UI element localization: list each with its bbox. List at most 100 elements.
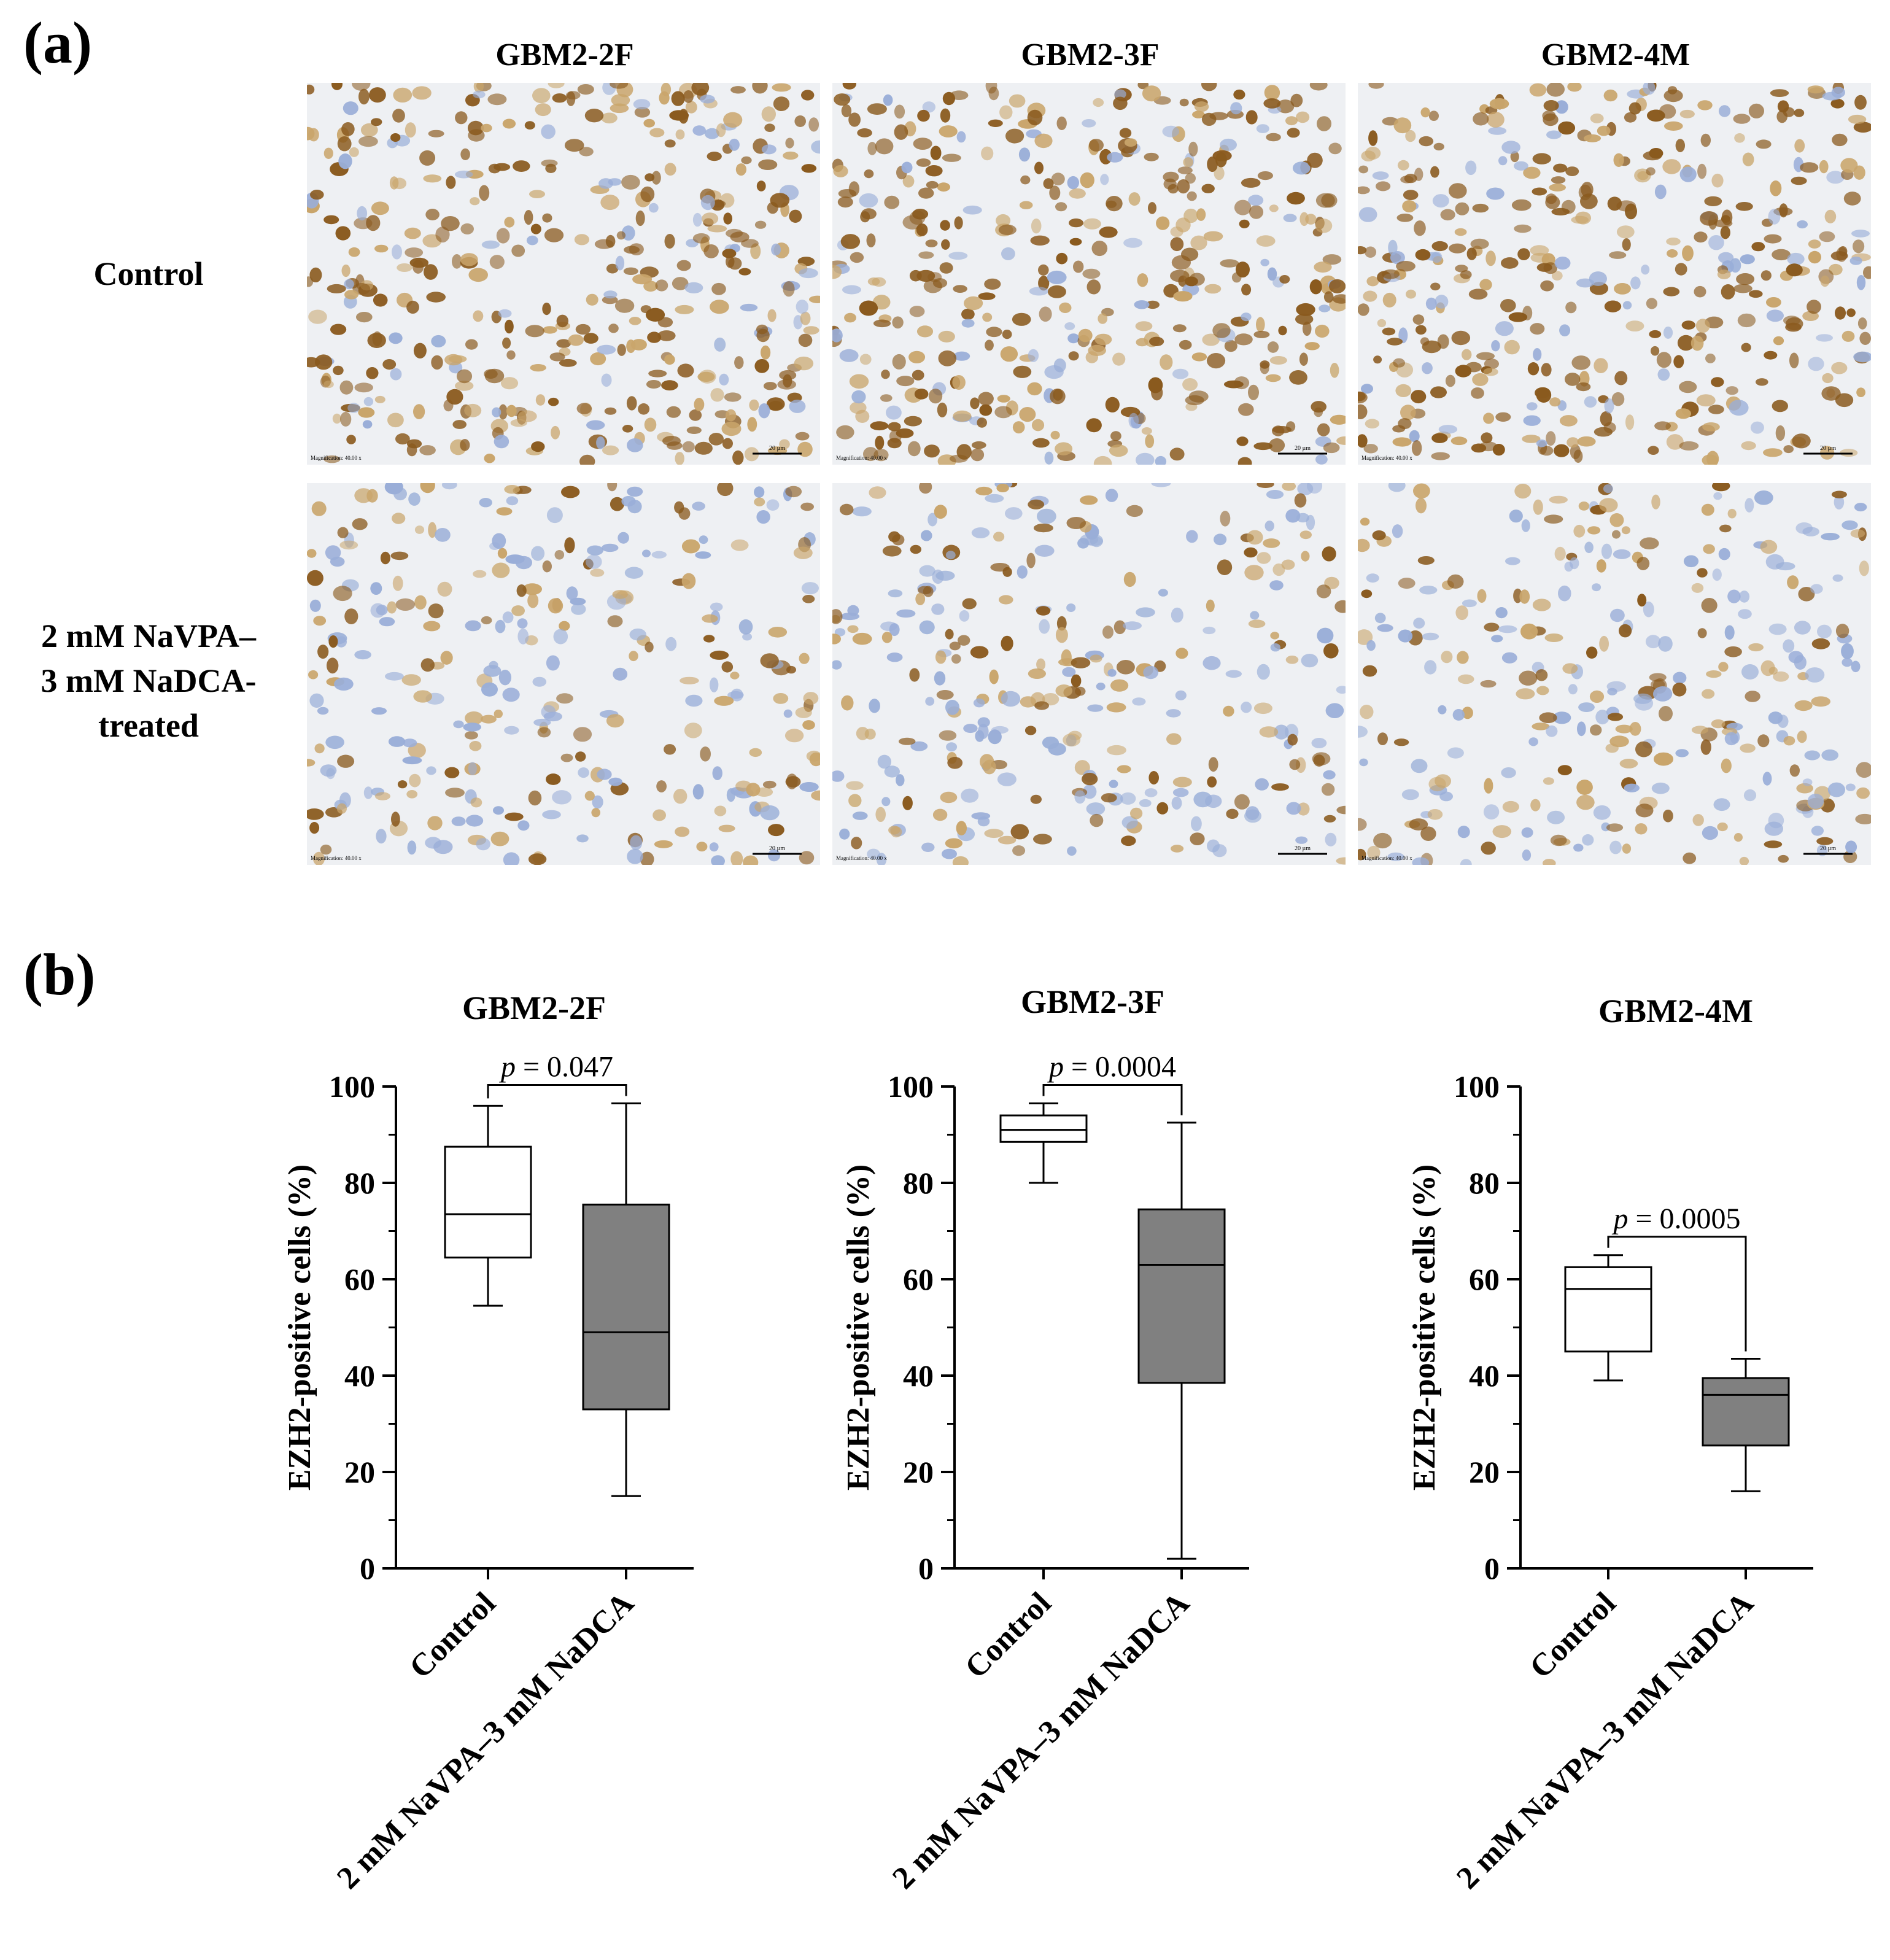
stained-nucleus: [648, 370, 667, 378]
stained-nucleus: [339, 380, 354, 395]
stained-nucleus: [568, 334, 584, 346]
stained-nucleus: [1712, 483, 1730, 492]
stained-nucleus: [1043, 178, 1054, 189]
x-category-label: 2 mM NaVPA–3 mM NaDCA: [886, 1586, 1196, 1896]
stained-nucleus: [1832, 133, 1848, 147]
stained-nucleus: [363, 786, 373, 799]
stained-nucleus: [1480, 680, 1497, 688]
stained-nucleus: [496, 507, 513, 516]
stained-nucleus: [1666, 238, 1681, 246]
stained-nucleus: [1088, 344, 1106, 356]
stained-nucleus: [984, 829, 1004, 839]
stained-nucleus: [1832, 574, 1843, 582]
stained-nucleus: [524, 210, 533, 225]
x-category-label: Control: [958, 1586, 1058, 1685]
stained-nucleus: [1682, 245, 1694, 261]
stained-nucleus: [945, 551, 956, 560]
stained-nucleus: [1663, 326, 1673, 339]
stained-nucleus: [1733, 284, 1753, 293]
stained-nucleus: [864, 729, 876, 740]
stained-nucleus: [1853, 122, 1871, 133]
stained-nucleus: [579, 147, 594, 157]
stained-nucleus: [468, 129, 485, 142]
stained-nucleus: [1207, 776, 1217, 788]
stained-nucleus: [723, 212, 732, 225]
stained-nucleus: [426, 766, 436, 775]
stained-nucleus: [446, 176, 456, 189]
stained-nucleus: [1821, 749, 1838, 761]
stained-nucleus: [675, 826, 690, 837]
stained-nucleus: [971, 812, 991, 820]
stained-nucleus: [785, 776, 801, 788]
stained-nucleus: [347, 403, 360, 413]
stained-nucleus: [910, 741, 928, 751]
y-tick-label: 0: [918, 1551, 934, 1586]
stained-nucleus: [1679, 166, 1697, 182]
stained-nucleus: [984, 278, 1001, 290]
stained-nucleus: [1034, 161, 1044, 174]
stained-nucleus: [1244, 809, 1261, 823]
stained-nucleus: [1483, 368, 1498, 376]
stained-nucleus: [1358, 165, 1369, 174]
stained-nucleus: [1012, 845, 1026, 856]
stained-nucleus: [1663, 809, 1673, 823]
stained-nucleus: [710, 300, 729, 314]
stained-nucleus: [1555, 100, 1568, 114]
stained-nucleus: [1234, 333, 1253, 346]
stained-nucleus: [1330, 414, 1346, 425]
stained-nucleus: [1836, 247, 1848, 262]
stained-nucleus: [1565, 301, 1577, 314]
stained-nucleus: [881, 370, 890, 379]
stained-nucleus: [307, 84, 315, 95]
p-value: = 0.0004: [1071, 1050, 1176, 1083]
stained-nucleus: [1158, 589, 1168, 597]
stained-nucleus: [799, 653, 810, 664]
stained-nucleus: [726, 228, 743, 238]
stained-nucleus: [985, 339, 994, 351]
stained-nucleus: [1395, 384, 1412, 397]
stained-nucleus: [648, 203, 659, 213]
stained-nucleus: [1082, 772, 1098, 786]
stained-nucleus: [535, 103, 551, 117]
stained-nucleus: [846, 781, 864, 791]
stained-nucleus: [726, 409, 737, 422]
stained-nucleus: [397, 263, 412, 272]
x-category-label: 2 mM NaVPA–3 mM NaDCA: [330, 1586, 641, 1896]
stained-nucleus: [382, 359, 397, 370]
stained-nucleus: [1311, 401, 1326, 413]
stained-nucleus: [542, 560, 552, 573]
stained-nucleus: [834, 628, 846, 637]
stained-nucleus: [633, 99, 651, 110]
stained-nucleus: [940, 108, 951, 123]
stained-nucleus: [1595, 710, 1609, 725]
stained-nucleus: [1859, 331, 1871, 345]
stained-nucleus: [1093, 98, 1104, 107]
stained-nucleus: [427, 816, 443, 831]
stained-nucleus: [1663, 287, 1680, 296]
stained-nucleus: [1721, 758, 1732, 773]
stained-nucleus: [647, 331, 662, 343]
stained-nucleus: [752, 83, 768, 94]
stained-nucleus: [426, 292, 446, 303]
stained-nucleus: [1519, 670, 1538, 686]
stained-nucleus: [479, 185, 490, 201]
stained-nucleus: [533, 718, 551, 727]
stained-nucleus: [513, 160, 530, 172]
stained-nucleus: [1287, 192, 1305, 205]
stained-nucleus: [1718, 105, 1731, 117]
stained-nucleus: [939, 125, 958, 138]
stained-nucleus: [1603, 422, 1616, 433]
stained-nucleus: [1711, 173, 1724, 188]
stained-nucleus: [542, 810, 561, 819]
stained-nucleus: [358, 136, 378, 147]
stained-nucleus: [1089, 139, 1104, 152]
stained-nucleus: [1019, 407, 1036, 422]
stained-nucleus: [1259, 726, 1279, 738]
stained-nucleus: [1282, 483, 1296, 491]
stained-nucleus: [1121, 835, 1136, 846]
stained-nucleus: [1027, 382, 1042, 396]
stained-nucleus: [454, 170, 473, 179]
stained-nucleus: [1783, 107, 1795, 117]
stained-nucleus: [838, 189, 857, 198]
stained-nucleus: [1278, 325, 1287, 336]
